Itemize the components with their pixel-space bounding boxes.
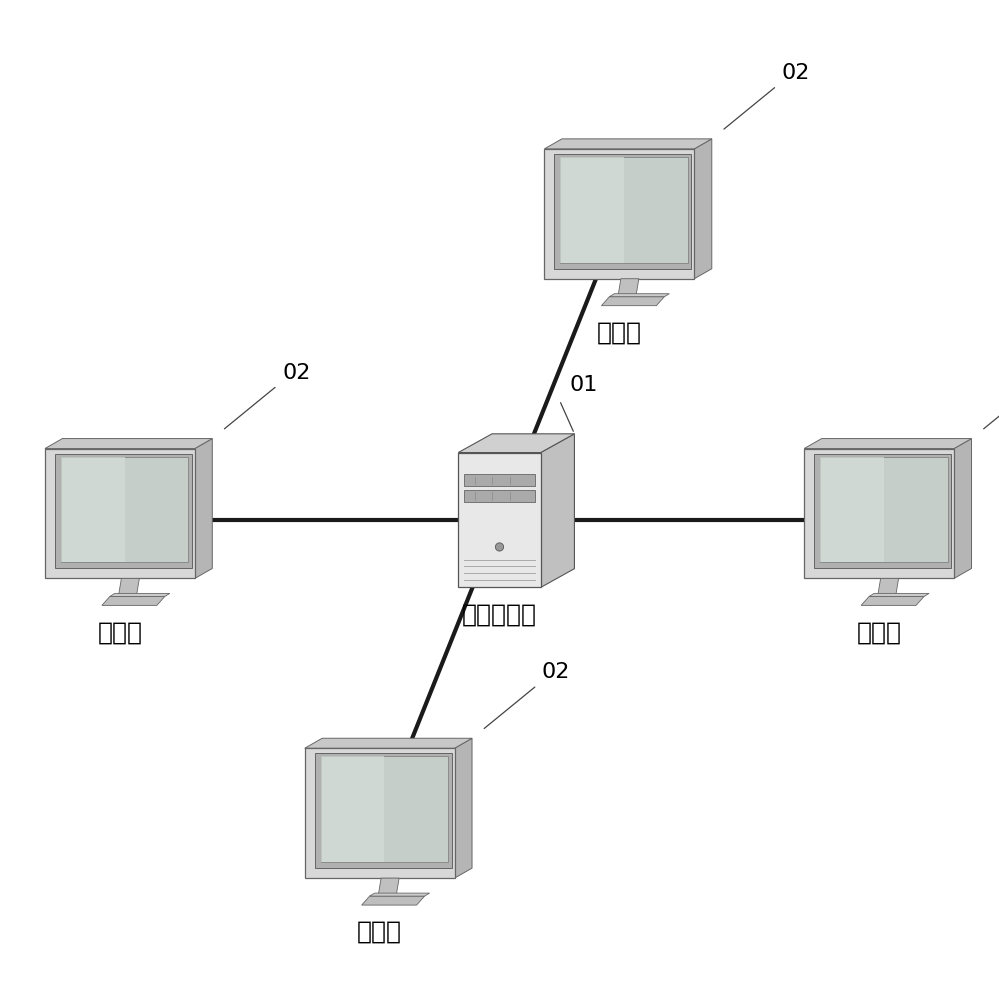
Polygon shape	[820, 457, 948, 562]
Polygon shape	[820, 457, 884, 562]
Polygon shape	[321, 756, 385, 862]
Circle shape	[496, 543, 503, 551]
Polygon shape	[459, 453, 540, 587]
Polygon shape	[465, 474, 534, 486]
Polygon shape	[370, 893, 430, 896]
Polygon shape	[540, 434, 574, 587]
Text: 后台服务器: 后台服务器	[462, 602, 537, 626]
Polygon shape	[861, 596, 924, 605]
Text: 02: 02	[542, 662, 570, 682]
Polygon shape	[544, 139, 711, 149]
Polygon shape	[45, 439, 212, 449]
Polygon shape	[378, 878, 400, 896]
Text: 用户端: 用户端	[596, 321, 642, 345]
Polygon shape	[61, 457, 125, 562]
Text: 用户端: 用户端	[856, 620, 902, 644]
Polygon shape	[321, 756, 449, 862]
Polygon shape	[195, 439, 212, 578]
Polygon shape	[305, 738, 473, 748]
Polygon shape	[45, 449, 195, 578]
Polygon shape	[102, 596, 165, 605]
Polygon shape	[617, 279, 639, 297]
Polygon shape	[554, 154, 691, 269]
Text: 01: 01	[569, 375, 597, 395]
Polygon shape	[804, 449, 954, 578]
Text: 02: 02	[283, 363, 311, 383]
Text: 用户端: 用户端	[97, 620, 143, 644]
Polygon shape	[869, 593, 929, 596]
Polygon shape	[455, 738, 473, 878]
Polygon shape	[814, 454, 951, 568]
Polygon shape	[694, 139, 711, 279]
Polygon shape	[362, 896, 425, 905]
Polygon shape	[560, 157, 688, 263]
Polygon shape	[55, 454, 192, 568]
Polygon shape	[560, 157, 624, 263]
Polygon shape	[61, 457, 189, 562]
Polygon shape	[315, 753, 452, 868]
Polygon shape	[119, 578, 140, 596]
Polygon shape	[305, 748, 455, 878]
Polygon shape	[954, 439, 971, 578]
Polygon shape	[110, 593, 170, 596]
Polygon shape	[609, 294, 669, 297]
Text: 02: 02	[782, 63, 810, 83]
Polygon shape	[459, 434, 574, 453]
Polygon shape	[601, 297, 664, 306]
Text: 用户端: 用户端	[357, 920, 403, 944]
Polygon shape	[544, 149, 694, 279]
Polygon shape	[804, 439, 971, 449]
Polygon shape	[465, 490, 534, 502]
Polygon shape	[877, 578, 899, 596]
